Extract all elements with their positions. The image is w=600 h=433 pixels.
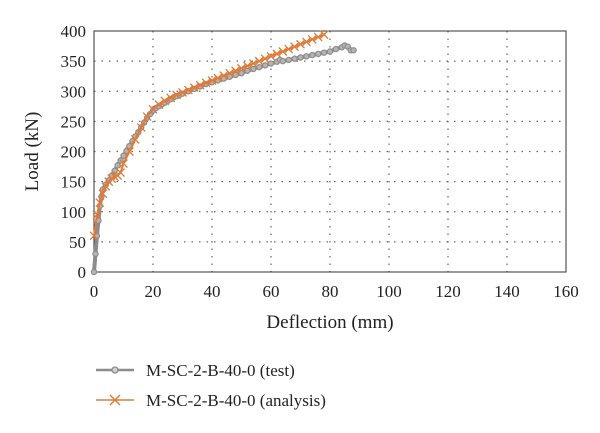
data-point-analysis (154, 100, 164, 109)
x-tick-label: 140 (494, 282, 520, 301)
data-point-analysis (183, 85, 193, 95)
legend-label-analysis: M-SC-2-B-40-0 (analysis) (146, 391, 326, 410)
data-point-analysis (231, 66, 241, 76)
data-point-analysis (92, 210, 102, 220)
data-point-analysis (248, 59, 258, 68)
x-axis-title: Deflection (mm) (266, 312, 393, 333)
data-point-analysis (178, 87, 187, 97)
x-tick-label: 80 (322, 282, 339, 301)
data-point-analysis (124, 147, 134, 156)
data-point-analysis (130, 134, 140, 144)
data-point-analysis (101, 181, 111, 191)
data-point-test (303, 53, 310, 60)
x-tick-label: 40 (204, 282, 221, 301)
data-point-test (114, 162, 121, 169)
data-point-analysis (284, 44, 294, 54)
data-point-test (320, 49, 328, 56)
data-point-test (238, 69, 245, 77)
data-point-analysis (301, 37, 311, 47)
data-point-analysis (98, 189, 108, 199)
legend-entry-analysis: M-SC-2-B-40-0 (analysis) (96, 391, 326, 410)
data-point-analysis (225, 68, 235, 78)
data-point-analysis (290, 42, 300, 52)
x-tick-label: 60 (263, 282, 280, 301)
legend-marker-test (111, 366, 119, 374)
data-point-test (285, 56, 292, 64)
x-tick-label: 160 (553, 282, 579, 301)
x-tick-label: 0 (90, 282, 99, 301)
data-point-analysis (166, 93, 176, 103)
data-series (89, 30, 357, 276)
data-point-test (90, 268, 98, 276)
data-point-analysis (213, 73, 223, 83)
data-point-test (326, 48, 334, 55)
y-tick-label: 50 (69, 233, 86, 252)
data-point-test (120, 152, 127, 159)
y-axis-title: Load (kN) (22, 112, 43, 192)
data-point-test (291, 55, 298, 62)
data-point-test (332, 45, 340, 53)
data-point-analysis (313, 32, 323, 42)
x-tick-label: 100 (376, 282, 402, 301)
legend-entry-test: M-SC-2-B-40-0 (test) (96, 361, 295, 380)
data-point-analysis (201, 78, 211, 88)
data-point-test (297, 54, 304, 61)
data-point-analysis (296, 39, 305, 49)
data-point-test (261, 62, 269, 69)
data-point-analysis (116, 168, 126, 178)
data-point-analysis (148, 104, 158, 114)
data-point-test (350, 47, 357, 54)
data-point-analysis (189, 83, 199, 93)
grid-lines (94, 31, 566, 272)
data-point-test (232, 71, 239, 79)
series-analysis (89, 30, 329, 241)
data-point-test (244, 67, 251, 74)
data-point-analysis (319, 30, 329, 40)
y-tick-label: 0 (78, 263, 87, 282)
data-point-analysis (266, 51, 276, 61)
y-tick-label: 100 (61, 203, 87, 222)
legend-label-test: M-SC-2-B-40-0 (test) (146, 361, 295, 380)
data-point-analysis (160, 96, 170, 106)
data-point-analysis (195, 80, 205, 90)
data-point-test (250, 65, 257, 73)
data-point-analysis (237, 63, 246, 73)
data-point-analysis (89, 231, 99, 241)
y-tick-label: 350 (61, 52, 87, 71)
data-point-analysis (119, 159, 128, 169)
data-point-analysis (307, 34, 317, 44)
plot-frame (93, 30, 567, 273)
data-point-analysis (207, 75, 217, 85)
data-point-analysis (278, 47, 288, 56)
data-point-analysis (142, 112, 152, 122)
legend-marker-analysis (109, 394, 121, 406)
data-point-test (92, 250, 99, 258)
y-tick-label: 150 (61, 173, 87, 192)
data-point-analysis (260, 54, 270, 64)
data-point-analysis (219, 71, 229, 81)
data-point-analysis (242, 61, 252, 71)
series-line-analysis (93, 33, 326, 237)
data-point-analysis (110, 172, 120, 182)
data-point-analysis (136, 122, 146, 132)
y-tick-label: 200 (61, 143, 87, 162)
data-point-analysis (272, 49, 282, 59)
axis-ticks: 0 20 40 60 80 100 120 140 160 0 50 100 150 200 250 300 3… (61, 22, 579, 301)
legend: M-SC-2-B-40-0 (test) M-SC-2-B-40-0 (anal… (96, 361, 326, 410)
data-point-analysis (95, 198, 105, 208)
data-point-analysis (254, 56, 264, 66)
y-tick-label: 250 (61, 112, 87, 131)
y-tick-label: 400 (61, 22, 87, 41)
y-tick-label: 300 (61, 82, 87, 101)
data-point-test (309, 51, 316, 59)
data-point-test (315, 50, 322, 58)
data-point-analysis (172, 90, 182, 100)
data-point-test (279, 57, 286, 65)
x-tick-label: 120 (435, 282, 461, 301)
x-tick-label: 20 (145, 282, 162, 301)
series-test (90, 42, 357, 276)
data-point-test (267, 60, 275, 67)
